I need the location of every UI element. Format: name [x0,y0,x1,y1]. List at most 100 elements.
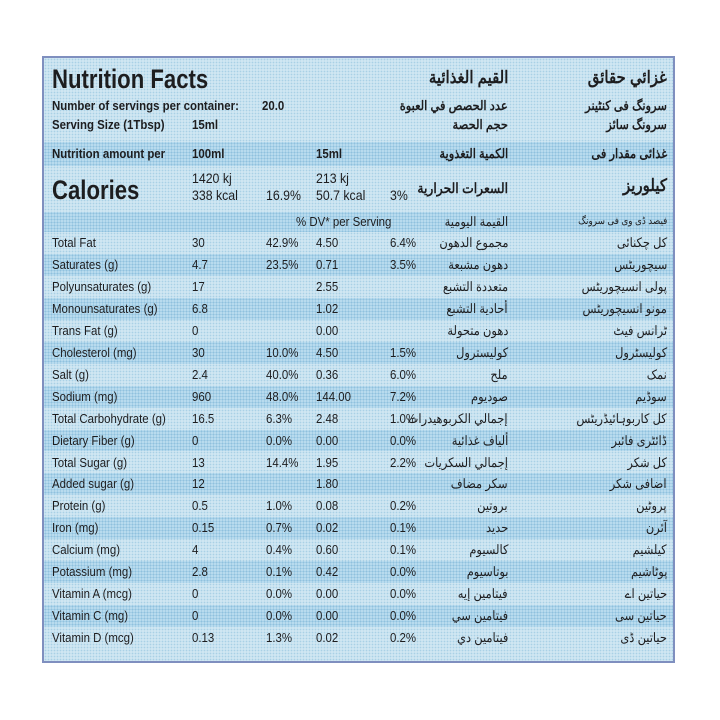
nutrient-name: Protein (g) [52,498,106,514]
nutrient-value-100ml: 12 [192,476,205,492]
nutrient-row: Total Carbohydrate (g) 16.5 6.3% 2.48 1.0% إج… [44,408,673,430]
nutrient-name-ar: صوديوم [471,388,508,404]
nutrient-name-ar: سكر مضاف [451,476,508,492]
nutrient-dv-serving: 0.0% [390,586,417,602]
nutrient-dv-100ml: 10.0% [266,344,299,360]
nutrient-row: Total Sugar (g) 13 14.4% 1.95 2.2% إجمالي الس… [44,452,673,474]
servings-ar: عدد الحصص في العبوة [400,98,508,113]
nutrient-name: Polyunsaturates (g) [52,278,152,294]
calories-kj-100: 1420 kj [192,170,232,186]
nutrient-dv-serving: 0.2% [390,630,417,646]
nutrient-dv-serving: 1.5% [390,344,417,360]
nutrient-row: Protein (g) 0.5 1.0% 0.08 0.2% بروتين پروٹین [44,495,673,517]
nutrient-name-ur: حیاتین سی [615,608,667,624]
nutrient-name-ar: إجمالي السكريات [424,454,508,470]
nutrient-dv-100ml: 0.0% [266,608,293,624]
nutrient-value-100ml: 0.13 [192,630,215,646]
nutrient-name: Saturates (g) [52,256,119,272]
nutrient-value-100ml: 30 [192,235,205,250]
nutrient-row: Vitamin D (mcg) 0.13 1.3% 0.02 0.2% فيتامين د… [44,627,673,649]
nutrient-name-ur: سوڈیم [635,388,667,404]
calories-dv-100: 16.9% [266,187,301,203]
nutrient-value-100ml: 2.4 [192,366,208,382]
nutrient-name-ur: ٹرانس فیٹ [613,322,667,338]
nutrient-dv-serving: 0.0% [390,432,417,448]
nutrient-row: Polyunsaturates (g) 17 2.55 متعددة التشبع پو… [44,276,673,298]
title-en: Nutrition Facts [52,64,209,94]
nutrient-row: Dietary Fiber (g) 0 0.0% 0.00 0.0% ألياف غذائ… [44,429,673,452]
serving-size-ar: حجم الحصة [452,117,508,132]
title-ar: القيم الغذائية [428,68,508,87]
nutrient-name: Total Fat [52,235,96,250]
nutrient-row: Vitamin A (mcg) 0 0.0% 0.00 0.0% فيتامين إيه ح… [44,583,673,605]
nutrient-name: Cholesterol (mg) [52,344,137,360]
nutrient-name-ur: آئرن [645,520,667,536]
nutrient-name-ur: پروٹین [636,498,667,514]
nutrient-name: Vitamin A (mcg) [52,586,132,602]
nutrient-dv-100ml: 23.5% [266,256,299,272]
nutrient-name: Dietary Fiber (g) [52,432,135,448]
nutrient-value-serving: 1.95 [316,454,339,470]
title-ur: غزائي حقائق [587,68,667,87]
nutrient-name: Trans Fat (g) [52,322,118,338]
servings-row: Number of servings per container: 20.0 ع… [44,96,673,116]
calories-row: Calories 1420 kj 338 kcal 16.9% 213 kj 5… [44,168,673,210]
servings-ur: سرونگ فی کنٹینر [585,98,667,113]
amount-per-ur: غذائی مقدار فی [591,146,667,161]
nutrient-name-ar: فيتامين دي [456,630,508,646]
nutrient-dv-100ml: 40.0% [266,366,299,382]
serving-size-ur: سرونگ سائز [606,117,667,132]
nutrient-dv-serving: 0.0% [390,564,417,580]
nutrient-dv-serving: 6.0% [390,366,417,382]
nutrient-name-ur: کل چکنائی [616,235,667,250]
nutrient-value-serving: 0.02 [316,520,339,536]
nutrient-name-ur: حیاتین اے [624,586,667,602]
nutrient-name-ar: كالسيوم [468,542,508,558]
nutrient-value-serving: 4.50 [316,344,339,360]
nutrient-name-ar: بروتين [477,498,508,514]
nutrient-value-serving: 1.02 [316,300,339,316]
nutrient-dv-serving: 0.1% [390,542,417,558]
nutrient-value-serving: 4.50 [316,235,339,250]
nutrient-dv-100ml: 42.9% [266,235,299,250]
calories-kj-serving: 213 kj [316,170,349,186]
servings-value: 20.0 [262,98,285,113]
nutrient-name-ur: مونو انسیچوریٹس [582,300,667,316]
nutrient-value-100ml: 2.8 [192,564,208,580]
nutrient-name-ar: فيتامين سي [451,608,508,624]
nutrient-name: Monounsaturates (g) [52,300,158,316]
nutrient-value-100ml: 13 [192,454,205,470]
nutrient-value-serving: 0.00 [316,432,339,448]
amount-per-row: Nutrition amount per 100ml 15ml الكمية ا… [44,142,673,166]
nutrient-dv-100ml: 6.3% [266,410,293,426]
nutrient-row: Iron (mg) 0.15 0.7% 0.02 0.1% حديد آئرن [44,517,673,540]
amount-per-100ml: 100ml [192,146,225,161]
nutrient-value-100ml: 4.7 [192,256,208,272]
nutrient-name: Vitamin D (mcg) [52,630,134,646]
nutrient-name-ar: بوتاسيوم [466,564,508,580]
nutrient-value-100ml: 0 [192,586,199,602]
dv-header-ur: فیصد ڈی وی فی سرونگ [577,216,667,227]
nutrient-value-serving: 144.00 [316,388,351,404]
nutrient-name-ar: كوليسترول [455,344,508,360]
nutrient-value-serving: 0.42 [316,564,339,580]
nutrient-row: Trans Fat (g) 0 0.00 دهون متحولة ٹرانس فیٹ [44,320,673,342]
nutrient-name: Iron (mg) [52,520,99,536]
amount-per-label: Nutrition amount per [52,146,166,161]
dv-header-label: % DV* per Serving [296,214,392,229]
nutrient-name-ur: سیچوریٹس [613,256,667,272]
nutrient-row: Saturates (g) 4.7 23.5% 0.71 3.5% دهون مشبعة س… [44,253,673,276]
servings-label: Number of servings per container: [52,98,239,113]
nutrient-row: Calcium (mg) 4 0.4% 0.60 0.1% كالسيوم کیلشیم [44,539,673,561]
nutrient-name: Salt (g) [52,366,89,382]
nutrient-value-100ml: 30 [192,344,205,360]
nutrient-name: Potassium (mg) [52,564,133,580]
calories-ur: کیلوریز [623,176,667,195]
nutrient-name-ar: متعددة التشبع [442,278,508,294]
calories-kcal-100: 338 kcal [192,187,238,203]
nutrient-dv-serving: 7.2% [390,388,417,404]
nutrient-dv-100ml: 0.0% [266,432,293,448]
nutrient-value-serving: 0.02 [316,630,339,646]
nutrient-value-100ml: 960 [192,388,212,404]
nutrient-name-ar: ملح [490,366,508,382]
